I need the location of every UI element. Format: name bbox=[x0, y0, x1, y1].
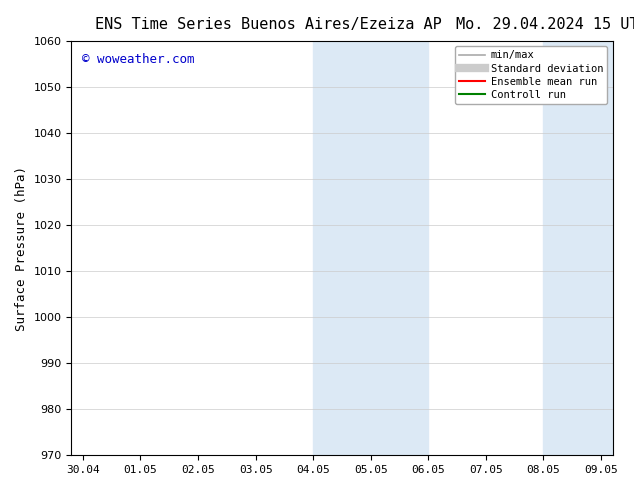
Y-axis label: Surface Pressure (hPa): Surface Pressure (hPa) bbox=[15, 166, 28, 331]
Bar bbox=[543, 41, 630, 455]
Bar bbox=[313, 41, 429, 455]
Text: © woweather.com: © woweather.com bbox=[82, 53, 195, 67]
Text: ENS Time Series Buenos Aires/Ezeiza AP: ENS Time Series Buenos Aires/Ezeiza AP bbox=[95, 17, 442, 32]
Text: Mo. 29.04.2024 15 UTC: Mo. 29.04.2024 15 UTC bbox=[456, 17, 634, 32]
Legend: min/max, Standard deviation, Ensemble mean run, Controll run: min/max, Standard deviation, Ensemble me… bbox=[455, 46, 607, 104]
